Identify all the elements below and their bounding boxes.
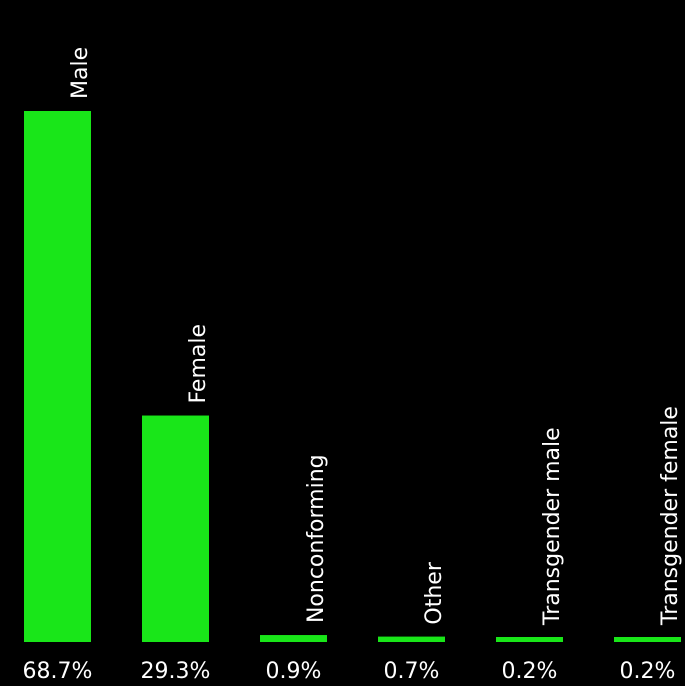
bar-label-transgender-female: Transgender female bbox=[658, 406, 683, 626]
bar-female bbox=[142, 415, 209, 642]
bar-transgender-female bbox=[614, 637, 681, 642]
value-label-transgender-male: 0.2% bbox=[502, 659, 558, 684]
bar-other bbox=[378, 636, 445, 642]
bar-label-male: Male bbox=[68, 47, 93, 99]
value-label-female: 29.3% bbox=[141, 659, 211, 684]
bar-label-nonconforming: Nonconforming bbox=[304, 454, 329, 623]
bar-nonconforming bbox=[260, 635, 327, 642]
bar-labels: Male Female Nonconforming Other Transgender … bbox=[68, 47, 683, 626]
value-label-other: 0.7% bbox=[384, 659, 440, 684]
bar-label-other: Other bbox=[422, 561, 447, 624]
value-label-nonconforming: 0.9% bbox=[266, 659, 322, 684]
bars bbox=[24, 111, 681, 642]
value-label-male: 68.7% bbox=[23, 659, 93, 684]
bar-transgender-male bbox=[496, 637, 563, 642]
bar-male bbox=[24, 111, 91, 642]
value-labels: 68.7% 29.3% 0.9% 0.7% 0.2% 0.2% bbox=[23, 659, 676, 684]
bar-label-transgender-male: Transgender male bbox=[540, 427, 565, 626]
value-label-transgender-female: 0.2% bbox=[620, 659, 676, 684]
bar-label-female: Female bbox=[186, 324, 211, 404]
